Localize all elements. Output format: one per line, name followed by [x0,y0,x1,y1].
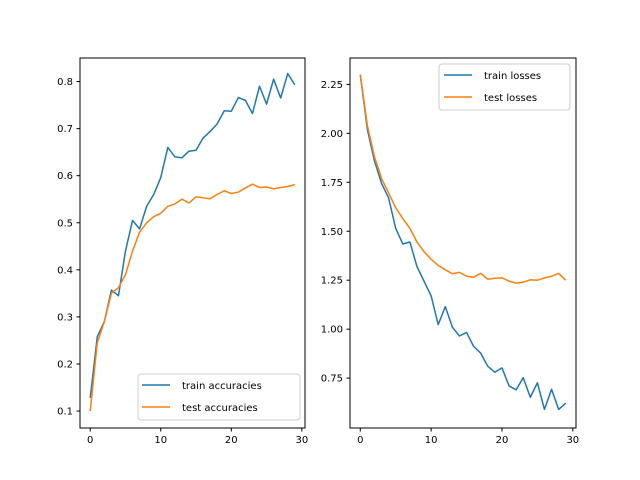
series-line-train-losses [359,74,567,411]
accuracy-x-tick-label: 0 [87,435,93,446]
legend-label-test-accuracies: test accuracies [182,403,258,414]
loss-subplot: 0 10 20 30 0.75 1.00 1.25 1.50 1.75 2.00 2.25 trai… [321,57,579,446]
accuracy-plot-frame [79,57,306,429]
accuracy-legend-box [137,373,301,421]
accuracy-y-tick-label: 0.8 [57,77,73,88]
legend-label-test-losses: test losses [484,93,537,104]
series-line-test-losses [359,74,567,284]
accuracy-x-tick-label: 30 [295,435,308,446]
loss-y-tick-label: 1.25 [321,276,343,287]
loss-x-tick-label: 30 [566,435,579,446]
accuracy-x-tick-label: 20 [225,435,238,446]
legend-label-train-accuracies: train accuracies [182,381,262,392]
loss-y-tick-label: 0.75 [321,374,343,385]
loss-x-tick-label: 20 [496,435,509,446]
loss-legend: train losses test losses [438,63,571,111]
loss-y-tick-label: 1.00 [321,325,343,336]
accuracy-x-tick-label: 10 [154,435,167,446]
accuracy-subplot: 0 10 20 30 0.1 0.2 0.3 0.4 0.5 0.6 0.7 0.8 train ac… [57,57,308,446]
accuracy-y-tick-label: 0.5 [57,218,73,229]
accuracy-y-tick-label: 0.1 [57,407,73,418]
loss-y-tick-label: 2.00 [321,129,343,140]
accuracy-plot-marks: 0 10 20 30 0.1 0.2 0.3 0.4 0.5 0.6 0.7 0.8 [57,72,308,446]
accuracy-y-tick-label: 0.2 [57,359,73,370]
loss-x-tick-label: 0 [357,435,363,446]
loss-x-tick-label: 10 [425,435,438,446]
legend-label-train-losses: train losses [484,71,541,82]
accuracy-legend: train accuracies test accuracies [137,373,301,421]
accuracy-y-tick-label: 0.4 [57,265,73,276]
accuracy-y-tick-label: 0.3 [57,312,73,323]
accuracy-y-tick-label: 0.7 [57,124,73,135]
loss-plot-marks: 0 10 20 30 0.75 1.00 1.25 1.50 1.75 2.00 2.25 [321,74,579,446]
loss-y-tick-label: 1.50 [321,227,343,238]
series-line-test-accuracies [89,183,295,412]
accuracy-y-tick-label: 0.6 [57,171,73,182]
series-line-train-accuracies [89,72,296,398]
loss-plot-frame [349,57,577,429]
loss-y-tick-label: 1.75 [321,178,343,189]
loss-y-tick-label: 2.25 [321,80,343,91]
